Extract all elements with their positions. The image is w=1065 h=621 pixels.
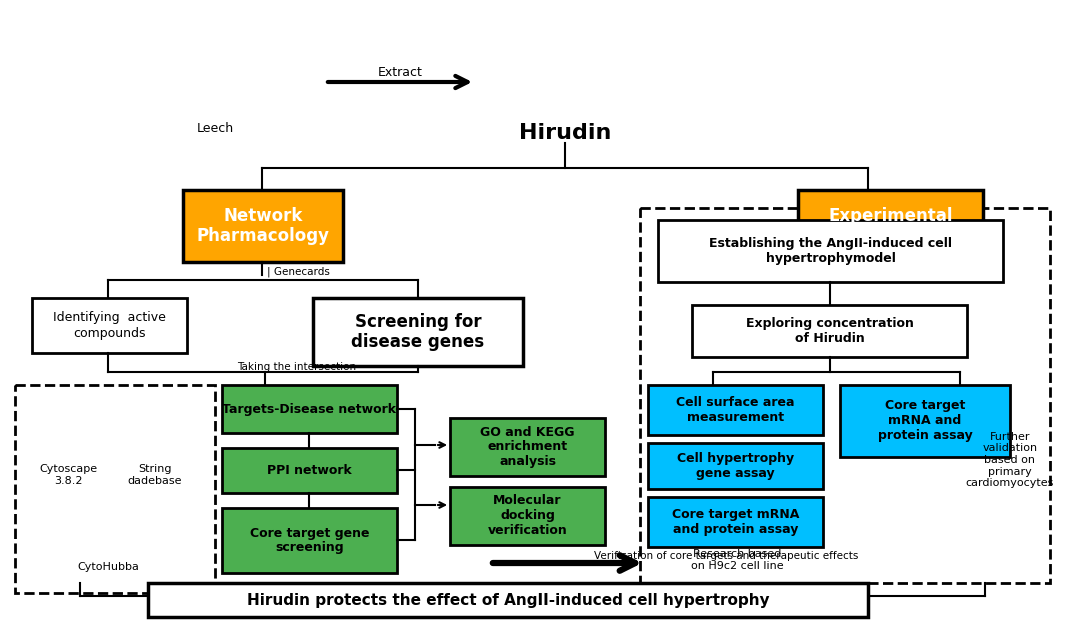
Bar bbox=[32, 298, 187, 353]
Bar bbox=[450, 418, 605, 476]
Text: String
dadebase: String dadebase bbox=[128, 465, 182, 486]
Bar bbox=[840, 385, 1010, 457]
Bar bbox=[313, 298, 523, 366]
Bar bbox=[450, 487, 605, 545]
Text: Core target gene
screening: Core target gene screening bbox=[250, 527, 370, 555]
Text: GO and KEGG
enrichment
analysis: GO and KEGG enrichment analysis bbox=[480, 425, 575, 468]
Text: Taking the intersection: Taking the intersection bbox=[237, 362, 356, 372]
Text: Screening for
disease genes: Screening for disease genes bbox=[351, 312, 485, 351]
Text: Verification of core targets and therapeutic effects: Verification of core targets and therape… bbox=[594, 551, 858, 561]
Text: Cell hypertrophy
gene assay: Cell hypertrophy gene assay bbox=[677, 452, 794, 480]
Text: Hirudin: Hirudin bbox=[519, 123, 611, 143]
Bar bbox=[658, 220, 1003, 282]
Text: Core target
mRNA and
protein assay: Core target mRNA and protein assay bbox=[878, 399, 972, 443]
Bar bbox=[222, 448, 397, 493]
Bar bbox=[222, 385, 397, 433]
Text: Extract: Extract bbox=[378, 65, 423, 78]
Bar bbox=[222, 508, 397, 573]
Text: Exploring concentration
of Hirudin: Exploring concentration of Hirudin bbox=[746, 317, 914, 345]
Text: CytoHubba: CytoHubba bbox=[77, 562, 138, 572]
Bar bbox=[148, 583, 868, 617]
Text: | Genecards: | Genecards bbox=[267, 267, 330, 277]
Text: Leech: Leech bbox=[196, 122, 233, 135]
Text: Cell surface area
measurement: Cell surface area measurement bbox=[676, 396, 794, 424]
Text: Research based
on H9c2 cell line: Research based on H9c2 cell line bbox=[691, 549, 784, 571]
Bar bbox=[648, 385, 823, 435]
Text: Hirudin protects the effect of AngII-induced cell hypertrophy: Hirudin protects the effect of AngII-ind… bbox=[247, 592, 769, 607]
Text: Core target mRNA
and protein assay: Core target mRNA and protein assay bbox=[672, 508, 799, 536]
Bar bbox=[798, 190, 983, 262]
Text: Establishing the AngII-induced cell
hypertrophymodel: Establishing the AngII-induced cell hype… bbox=[709, 237, 952, 265]
Text: Molecular
docking
verification: Molecular docking verification bbox=[488, 494, 568, 538]
Bar bbox=[640, 208, 1050, 583]
Text: Experimental
verification: Experimental verification bbox=[829, 207, 953, 245]
Text: Cytoscape
3.8.2: Cytoscape 3.8.2 bbox=[39, 465, 97, 486]
Text: Identifying  active
compounds: Identifying active compounds bbox=[53, 312, 166, 340]
Bar bbox=[648, 497, 823, 547]
Bar bbox=[692, 305, 967, 357]
Text: Further
validation
based on
primary
cardiomyocytes: Further validation based on primary card… bbox=[966, 432, 1054, 488]
Bar bbox=[648, 443, 823, 489]
Bar bbox=[15, 385, 215, 593]
Text: Network
Pharmacology: Network Pharmacology bbox=[197, 207, 329, 245]
Text: Targets-Disease network: Targets-Disease network bbox=[223, 402, 396, 415]
Text: PPI network: PPI network bbox=[267, 464, 351, 477]
Bar bbox=[183, 190, 343, 262]
